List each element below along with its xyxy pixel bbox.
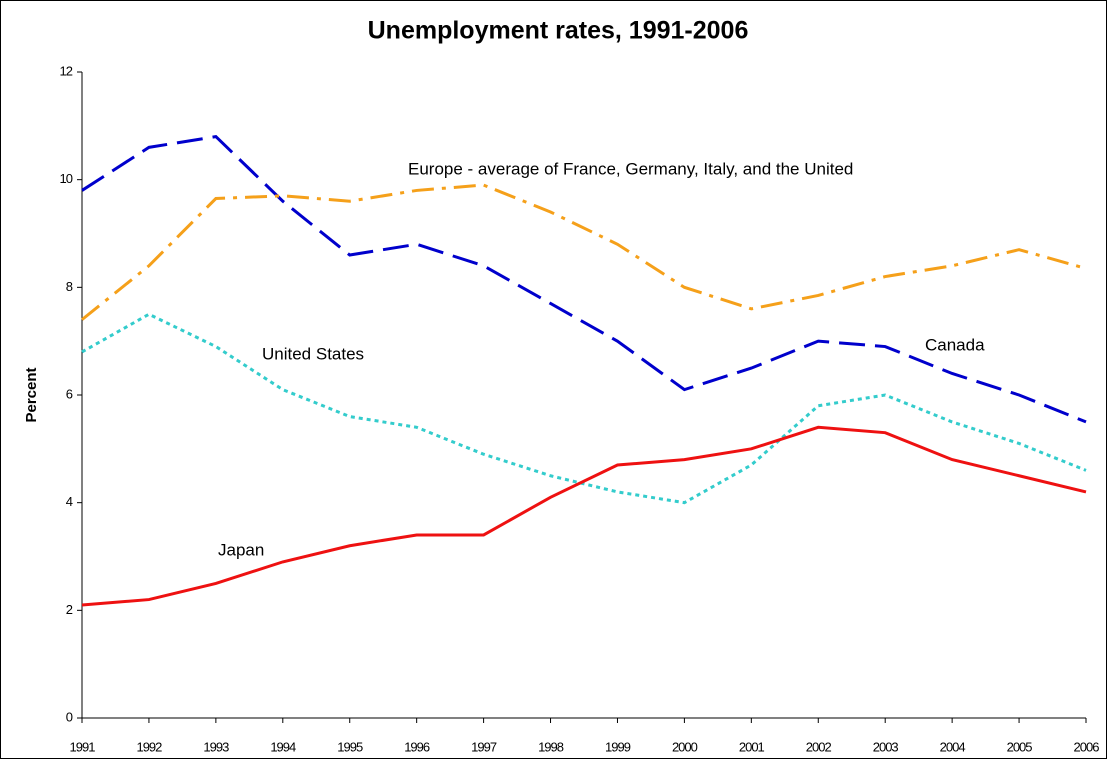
series-label: Europe - average of France, Germany, Ita… (408, 159, 853, 178)
x-tick-label: 1994 (270, 739, 296, 754)
x-tick-label: 1998 (538, 739, 564, 754)
y-tick-label: 4 (66, 494, 73, 509)
chart-title: Unemployment rates, 1991-2006 (368, 17, 749, 45)
series-line (81, 425, 1087, 607)
series-label: Canada (925, 335, 985, 354)
y-axis-label: Percent (23, 367, 40, 422)
y-tick-label: 10 (60, 171, 73, 186)
x-tick-label: 2003 (873, 739, 899, 754)
x-tick-label: 2006 (1074, 739, 1100, 754)
x-tick-label: 1999 (605, 739, 631, 754)
series-line (81, 312, 1087, 505)
x-tick-label: 2004 (940, 739, 966, 754)
x-tick-label: 1995 (337, 739, 363, 754)
x-tick-label: 2002 (806, 739, 832, 754)
series-line (81, 134, 1087, 424)
y-tick-label: 8 (66, 279, 73, 294)
x-tick-label: 1997 (471, 739, 497, 754)
x-tick-label: 2005 (1007, 739, 1033, 754)
x-tick-label: 1991 (70, 739, 96, 754)
y-tick-label: 0 (66, 709, 73, 724)
series-line (81, 183, 1087, 321)
x-tick-label: 2000 (672, 739, 698, 754)
x-tick-label: 1993 (203, 739, 229, 754)
x-tick-label: 2001 (739, 739, 765, 754)
y-tick-label: 6 (66, 386, 73, 401)
x-tick-label: 1992 (136, 739, 162, 754)
y-tick-label: 12 (60, 63, 73, 78)
y-tick-label: 2 (66, 602, 73, 617)
series-label: United States (262, 344, 364, 363)
x-tick-label: 1996 (404, 739, 430, 754)
series-label: Japan (218, 540, 264, 559)
